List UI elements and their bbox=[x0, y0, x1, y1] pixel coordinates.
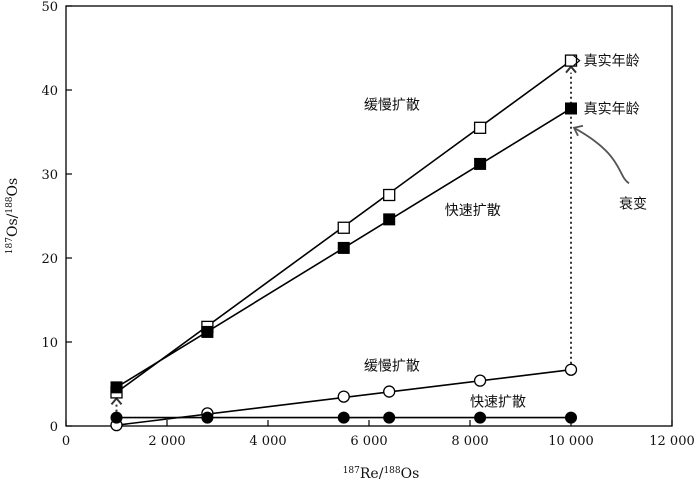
y-tick-label: 10 bbox=[41, 336, 58, 351]
data-point-filled-circle bbox=[474, 411, 487, 424]
bracket-mark bbox=[573, 55, 581, 67]
data-point-open-circle bbox=[383, 385, 396, 398]
annotation-label: 缓慢扩散 bbox=[364, 358, 420, 375]
annotation-label: 快速扩散 bbox=[445, 203, 501, 219]
data-point-open-square bbox=[564, 54, 578, 67]
data-point-filled-square bbox=[110, 381, 123, 394]
data-point-filled-circle bbox=[383, 411, 396, 424]
decay-pointer-head bbox=[572, 124, 584, 137]
axes: 0 2 000 4 000 6 000 8 000 10 000 12 000 0 10 20 30… bbox=[41, 0, 694, 449]
x-tick-label: 10 000 bbox=[548, 434, 594, 449]
y-tick-label: 0 bbox=[50, 420, 58, 435]
x-tick-label: 2 000 bbox=[148, 434, 185, 449]
annotation-label: 真实年龄 bbox=[584, 54, 640, 70]
annotation-label: 真实年龄 bbox=[584, 101, 640, 117]
data-point-filled-circle bbox=[337, 411, 350, 424]
data-point-open-square bbox=[383, 188, 396, 202]
x-axis-title: 187Re/188Os bbox=[343, 466, 420, 482]
data-point-filled-square bbox=[565, 102, 577, 115]
data-point-open-square bbox=[473, 121, 487, 134]
data-point-filled-circle bbox=[110, 411, 123, 424]
annotation-label: 衰变 bbox=[619, 195, 647, 212]
data-point-open-circle bbox=[337, 390, 350, 403]
decay-pointer-curve bbox=[573, 127, 630, 185]
dotted-arrow-head bbox=[110, 396, 123, 406]
y-tick-label: 30 bbox=[41, 168, 58, 183]
chart-marks bbox=[110, 54, 578, 432]
x-tick-label: 4 000 bbox=[249, 434, 286, 449]
annotation-label: 快速扩散 bbox=[470, 395, 526, 411]
x-tick-label: 12 000 bbox=[649, 434, 695, 449]
data-point-open-circle bbox=[473, 374, 487, 387]
x-tick-label: 6 000 bbox=[350, 434, 387, 449]
annotation-label: 缓慢扩散 bbox=[364, 96, 420, 113]
dotted-arrow-head bbox=[565, 65, 577, 74]
data-point-open-circle bbox=[564, 363, 578, 376]
data-point-filled-square bbox=[337, 241, 350, 254]
axis-labels: 187Re/188Os 187Os/188Os bbox=[5, 178, 419, 482]
y-tick-label: 20 bbox=[41, 252, 58, 267]
data-point-filled-circle bbox=[201, 411, 214, 424]
y-tick-label: 50 bbox=[41, 0, 58, 15]
y-tick-label: 40 bbox=[41, 84, 58, 99]
x-tick-label: 8 000 bbox=[451, 434, 488, 449]
x-tick-label: 0 bbox=[62, 434, 70, 449]
data-point-filled-circle bbox=[565, 411, 577, 424]
data-point-filled-square bbox=[201, 325, 214, 338]
data-point-open-square bbox=[337, 221, 350, 234]
data-point-filled-square bbox=[474, 157, 487, 170]
y-axis-title: 187Os/188Os bbox=[5, 178, 21, 254]
data-point-filled-square bbox=[383, 213, 396, 226]
